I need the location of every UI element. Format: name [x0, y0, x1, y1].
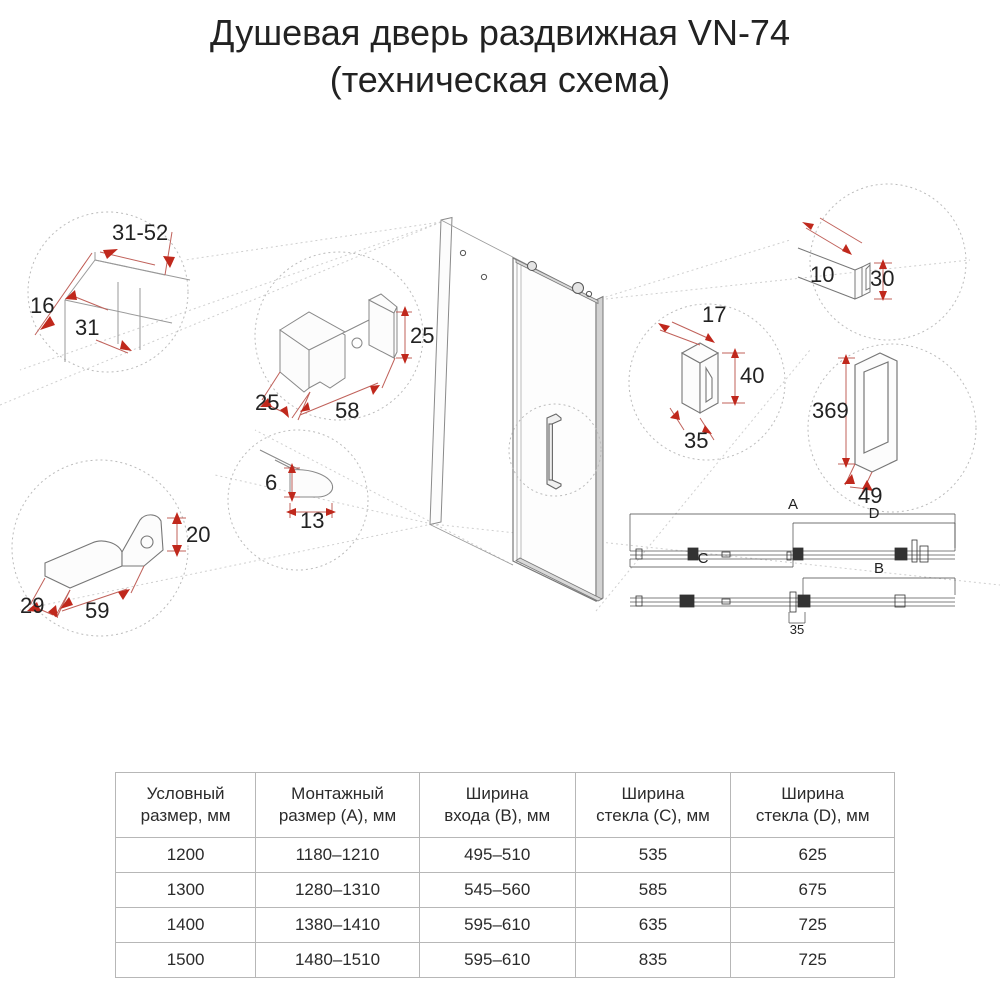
svg-text:10: 10 — [810, 262, 834, 287]
svg-text:20: 20 — [186, 522, 210, 547]
svg-text:D: D — [869, 505, 880, 522]
svg-text:C: C — [698, 550, 709, 567]
svg-text:A: A — [788, 496, 798, 513]
svg-text:16: 16 — [30, 293, 54, 318]
svg-text:35: 35 — [790, 622, 804, 637]
svg-text:40: 40 — [740, 363, 764, 388]
svg-text:31: 31 — [75, 315, 99, 340]
svg-text:B: B — [874, 560, 884, 577]
svg-text:31-52: 31-52 — [112, 220, 168, 245]
svg-text:58: 58 — [335, 398, 359, 423]
svg-text:17: 17 — [702, 302, 726, 327]
svg-text:25: 25 — [255, 390, 279, 415]
svg-text:35: 35 — [684, 428, 708, 453]
svg-text:369: 369 — [812, 398, 849, 423]
svg-text:25: 25 — [410, 323, 434, 348]
svg-text:29: 29 — [20, 593, 44, 618]
svg-text:13: 13 — [300, 508, 324, 533]
svg-text:59: 59 — [85, 598, 109, 623]
svg-text:30: 30 — [870, 266, 894, 291]
svg-text:6: 6 — [265, 470, 277, 495]
